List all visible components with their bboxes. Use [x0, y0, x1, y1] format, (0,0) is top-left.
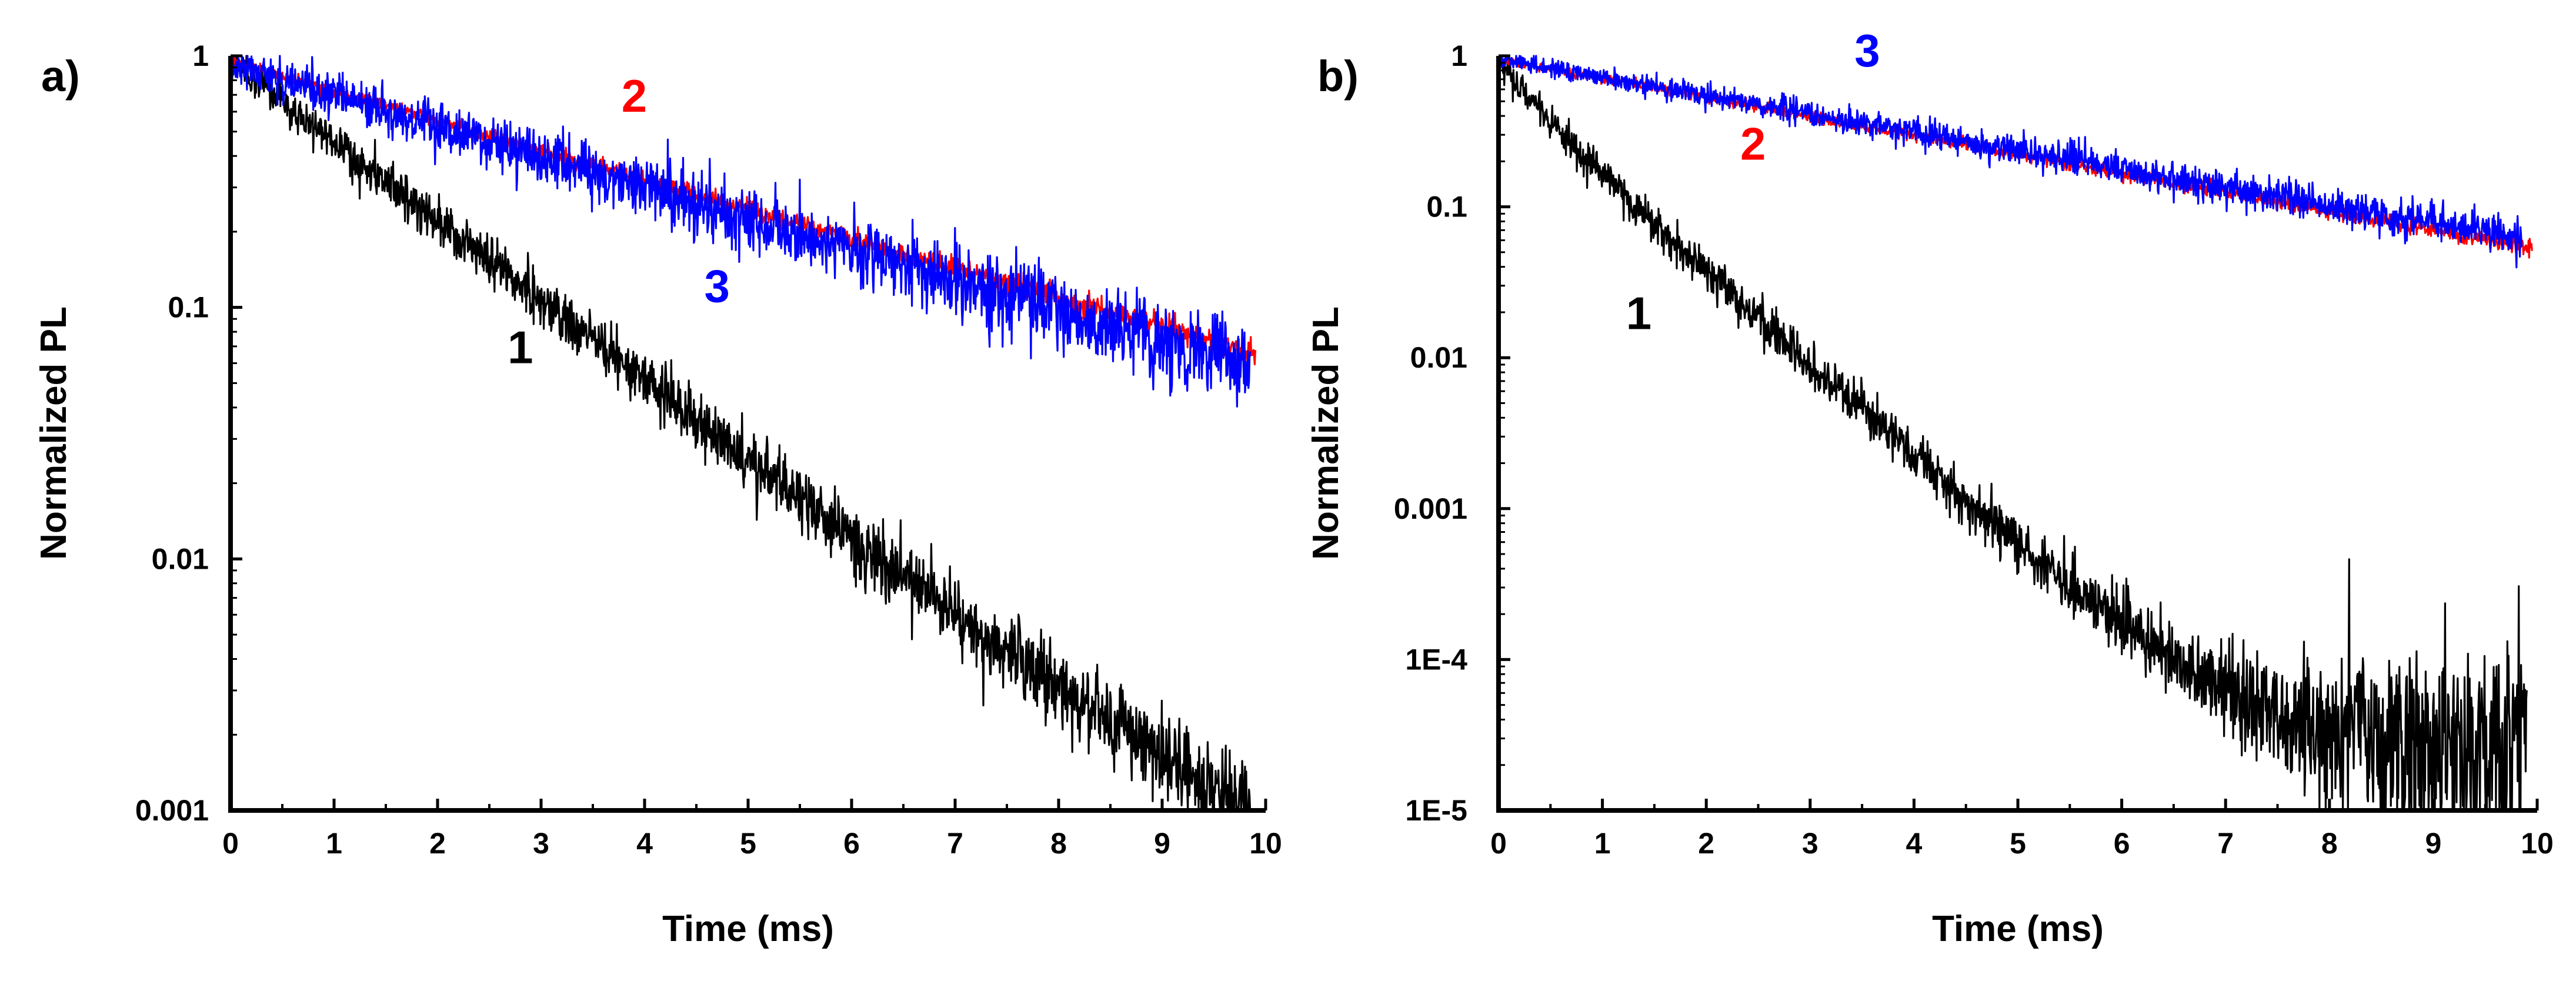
panel-b: b) 0 1 2 3 4 5 6 7 8 9 10 1E-5 1E-4 0.001 0.01 0.1 1 Time …	[1306, 25, 2554, 949]
x-tick-label: 6	[2114, 827, 2130, 860]
x-tick-label: 0	[1490, 827, 1507, 860]
x-tick-label: 2	[429, 827, 446, 860]
y-tick-label: 0.1	[168, 291, 209, 324]
curve-label-3: 3	[1854, 25, 1880, 76]
curve-label-2: 2	[1740, 118, 1766, 170]
panel-label: b)	[1317, 52, 1359, 101]
panel-label: a)	[41, 52, 80, 101]
x-tick-label: 10	[1249, 827, 1282, 860]
x-tick-label: 3	[1802, 827, 1818, 860]
x-tick-label: 1	[326, 827, 342, 860]
x-tick-label: 5	[2010, 827, 2026, 860]
x-tick-label: 6	[843, 827, 860, 860]
curve-label-1: 1	[508, 322, 533, 373]
x-tick-label: 8	[2321, 827, 2338, 860]
y-tick-label: 0.01	[1410, 341, 1467, 374]
x-tick-label: 10	[2521, 827, 2554, 860]
x-tick-label: 2	[1698, 827, 1714, 860]
x-tick-label: 7	[947, 827, 963, 860]
y-tick-label: 0.001	[1394, 492, 1467, 525]
panel-a: a) 0 1 2 3 4 5 6 7 8 9 10 0.001 0.01 0.1 1 Time (ms) Norm…	[34, 39, 1282, 949]
x-tick-label: 4	[636, 827, 653, 860]
curve-label-1: 1	[1626, 287, 1651, 339]
x-tick-label: 4	[1906, 827, 1922, 860]
x-tick-label: 0	[222, 827, 239, 860]
x-tick-label: 7	[2217, 827, 2234, 860]
series-3-line	[229, 55, 1252, 408]
series-1-line	[1497, 55, 2528, 812]
x-tick-label: 1	[1594, 827, 1611, 860]
x-tick-label: 9	[2425, 827, 2441, 860]
x-axis-title: Time (ms)	[662, 909, 834, 949]
y-tick-label: 1	[1451, 39, 1467, 72]
y-tick-label: 0.001	[135, 794, 209, 827]
y-tick-label: 0.01	[152, 542, 209, 575]
x-tick-label: 3	[533, 827, 549, 860]
series-3-line	[1497, 55, 2523, 269]
x-axis-title: Time (ms)	[1932, 909, 2104, 949]
curve-label-3: 3	[705, 261, 730, 312]
y-tick-label: 1	[192, 39, 209, 72]
y-tick-label: 1E-4	[1405, 643, 1467, 676]
y-axis-title: Normalized PL	[34, 306, 74, 560]
y-tick-label: 1E-5	[1405, 794, 1467, 827]
x-tick-label: 5	[740, 827, 756, 860]
x-tick-label: 9	[1154, 827, 1170, 860]
x-tick-label: 8	[1050, 827, 1067, 860]
y-tick-label: 0.1	[1426, 191, 1467, 223]
curve-label-2: 2	[622, 70, 647, 122]
series-1-line	[229, 55, 1252, 812]
y-axis-title: Normalized PL	[1306, 306, 1346, 560]
